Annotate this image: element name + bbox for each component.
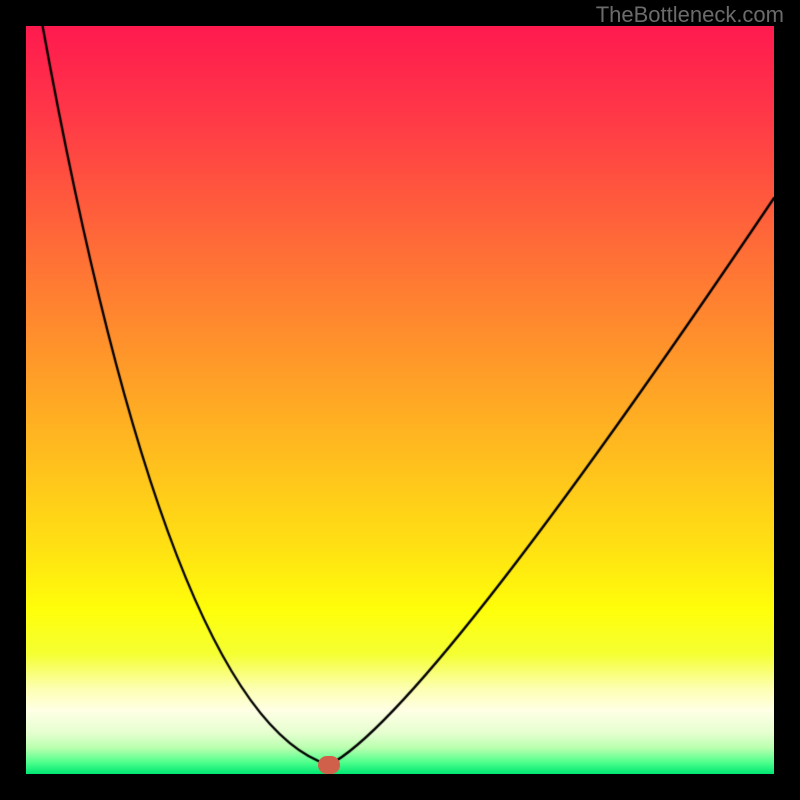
chart-frame: TheBottleneck.com (0, 0, 800, 800)
vertex-marker (318, 756, 340, 774)
plot-area (26, 26, 774, 774)
bottleneck-curve (26, 26, 774, 774)
watermark-text: TheBottleneck.com (596, 2, 784, 28)
